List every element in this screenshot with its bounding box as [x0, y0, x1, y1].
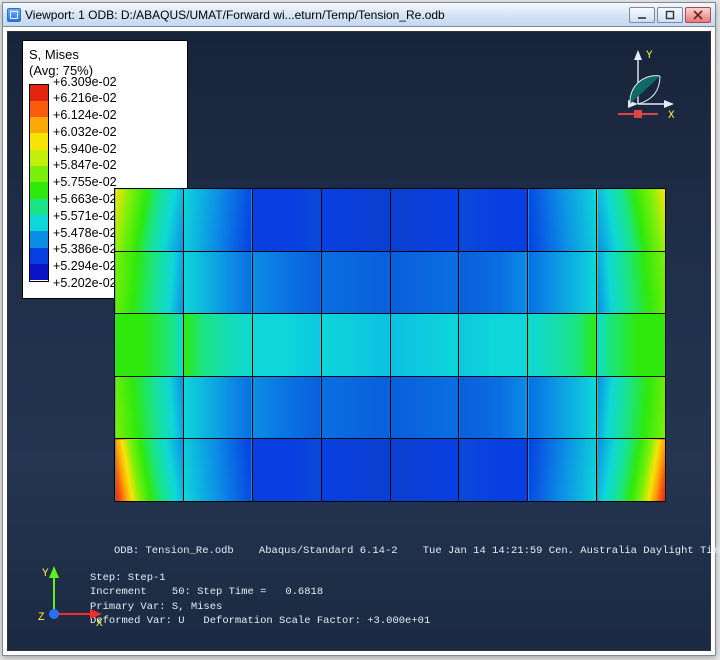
triad-bl-z: Z [38, 612, 45, 624]
mesh-element[interactable] [528, 251, 597, 314]
mesh-element[interactable] [115, 189, 184, 252]
legend-color-swatch [30, 264, 48, 280]
odb-info-text: ODB: Tension_Re.odb Abaqus/Standard 6.14… [114, 544, 720, 558]
legend-tick: 6.216e-02 [53, 92, 117, 105]
window-title: Viewport: 1 ODB: D:/ABAQUS/UMAT/Forward … [25, 8, 629, 22]
legend-tick: 5.755e-02 [53, 176, 117, 189]
legend-tick: 5.386e-02 [53, 243, 117, 256]
triad-bl-y: Y [42, 568, 49, 580]
legend-color-swatch [30, 199, 48, 215]
mesh-element[interactable] [252, 376, 321, 439]
mesh-element[interactable] [321, 439, 390, 502]
triad-x-label: X [668, 110, 675, 122]
mesh-grid [114, 188, 666, 502]
view-triad: Y X [598, 48, 676, 128]
legend-tick: 5.571e-02 [53, 210, 117, 223]
mesh-element[interactable] [321, 251, 390, 314]
app-icon [7, 8, 21, 22]
mesh-element[interactable] [321, 376, 390, 439]
maximize-button[interactable] [657, 7, 683, 23]
legend-color-swatch [30, 101, 48, 117]
mesh-element[interactable] [459, 189, 528, 252]
mesh-element[interactable] [528, 189, 597, 252]
close-button[interactable] [685, 7, 711, 23]
legend-tick: 5.847e-02 [53, 159, 117, 172]
mesh-element[interactable] [528, 376, 597, 439]
mesh-element[interactable] [459, 251, 528, 314]
mesh-element[interactable] [115, 376, 184, 439]
legend-tick: 6.309e-02 [53, 76, 117, 89]
legend-color-swatch [30, 182, 48, 198]
legend-variable: S, Mises [29, 47, 79, 62]
mesh-element[interactable] [528, 439, 597, 502]
mesh-element[interactable] [597, 251, 666, 314]
legend-color-swatch [30, 231, 48, 247]
mesh-element[interactable] [390, 314, 459, 377]
mesh-element[interactable] [459, 376, 528, 439]
mesh-element[interactable] [115, 251, 184, 314]
legend-tick: 5.478e-02 [53, 227, 117, 240]
orientation-triad: Y X Z [38, 562, 108, 626]
mesh-element[interactable] [390, 439, 459, 502]
mesh-element[interactable] [321, 189, 390, 252]
triad-bl-x: X [96, 618, 103, 626]
legend-color-swatch [30, 166, 48, 182]
mesh-element[interactable] [252, 314, 321, 377]
mesh-element[interactable] [390, 376, 459, 439]
window-controls [629, 7, 711, 23]
legend-ticks: 6.309e-02 6.216e-02 6.124e-02 6.032e-02 5.94… [53, 76, 117, 290]
mesh-element[interactable] [183, 251, 252, 314]
close-icon [693, 10, 703, 20]
legend-tick: 5.294e-02 [53, 260, 117, 273]
legend-color-swatch [30, 85, 48, 101]
mesh-element[interactable] [115, 439, 184, 502]
mesh-element[interactable] [252, 439, 321, 502]
mesh-element[interactable] [597, 314, 666, 377]
step-info-text: Step: Step-1 Increment 50: Step Time = 0… [90, 571, 430, 628]
mesh-element[interactable] [528, 314, 597, 377]
titlebar[interactable]: Viewport: 1 ODB: D:/ABAQUS/UMAT/Forward … [3, 3, 715, 27]
mesh-element[interactable] [597, 189, 666, 252]
mesh-element[interactable] [597, 376, 666, 439]
legend-tick: 5.663e-02 [53, 193, 117, 206]
minimize-button[interactable] [629, 7, 655, 23]
mesh-element[interactable] [115, 314, 184, 377]
mesh-element[interactable] [597, 439, 666, 502]
legend-colorbar [29, 84, 49, 282]
legend-tick: 6.032e-02 [53, 126, 117, 139]
viewport-canvas[interactable]: S, Mises (Avg: 75%) 6.309e-026.216e-026.… [7, 31, 711, 651]
mesh-element[interactable] [183, 314, 252, 377]
mesh-element[interactable] [183, 376, 252, 439]
mesh-element[interactable] [252, 189, 321, 252]
minimize-icon [637, 10, 647, 20]
viewport-window: Viewport: 1 ODB: D:/ABAQUS/UMAT/Forward … [2, 2, 716, 656]
mesh-element[interactable] [390, 251, 459, 314]
maximize-icon [665, 10, 675, 20]
mesh-element[interactable] [183, 439, 252, 502]
contour-plot[interactable] [114, 188, 666, 502]
mesh-element[interactable] [321, 314, 390, 377]
triad-y-label: Y [646, 50, 653, 62]
mesh-element[interactable] [459, 439, 528, 502]
legend-color-swatch [30, 117, 48, 133]
legend-tick: 5.940e-02 [53, 143, 117, 156]
mesh-element[interactable] [252, 251, 321, 314]
legend-color-swatch [30, 248, 48, 264]
legend-tick: 6.124e-02 [53, 109, 117, 122]
legend-tick: 5.202e-02 [53, 277, 117, 290]
mesh-element[interactable] [183, 189, 252, 252]
mesh-element[interactable] [390, 189, 459, 252]
legend-color-swatch [30, 215, 48, 231]
legend-color-swatch [30, 133, 48, 149]
legend-color-swatch [30, 150, 48, 166]
mesh-element[interactable] [459, 314, 528, 377]
